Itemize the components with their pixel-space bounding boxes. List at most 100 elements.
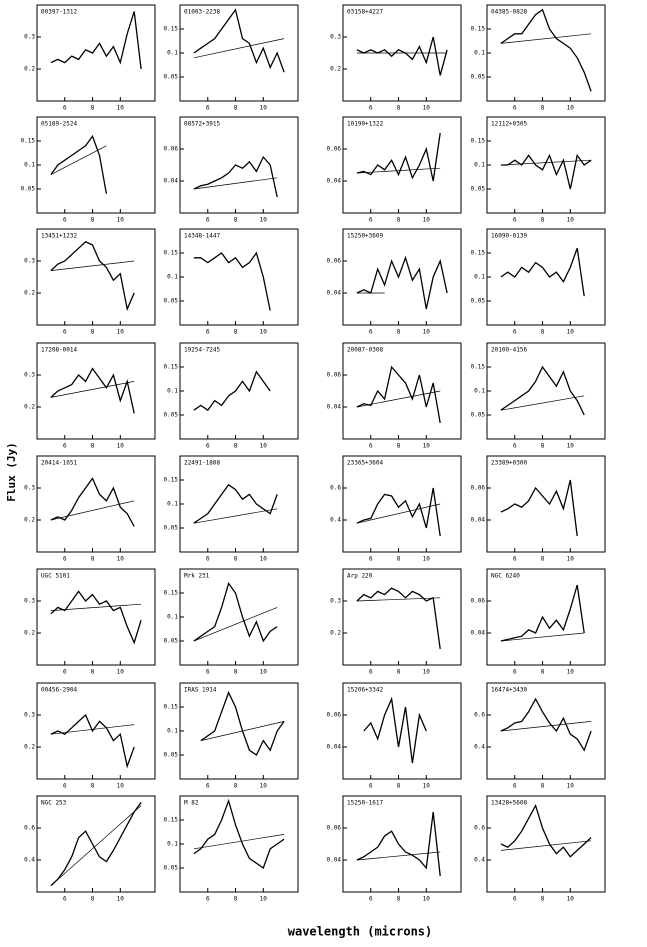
panel-title: UGC 5101 [41,573,70,580]
x-tick-label: 6 [206,329,210,336]
x-tick-label: 10 [567,443,575,450]
x-tick-label: 6 [206,896,210,903]
x-tick-label: 10 [117,896,125,903]
y-tick-label: 0.05 [164,525,179,532]
x-tick-label: 6 [63,556,67,563]
x-tick-label: 6 [206,556,210,563]
x-tick-label: 6 [513,783,517,790]
panel-frame [36,116,156,214]
panel-title: 13451+1232 [41,233,78,240]
panel-title: 15206+3342 [347,687,384,694]
panel-frame [342,682,462,780]
x-tick-label: 10 [117,556,125,563]
y-tick-label: 0.04 [327,744,342,751]
panel-title: 20087-0308 [347,347,384,354]
panel-frame [36,568,156,666]
x-tick-label: 8 [397,896,401,903]
y-tick-label: 0.3 [24,598,35,605]
x-tick-label: 6 [206,443,210,450]
y-tick-label: 0.6 [330,485,341,492]
continuum-line [50,381,135,398]
x-tick-label: 10 [423,443,431,450]
y-tick-label: 0.15 [471,138,486,145]
panel-title: 10190+1322 [347,121,384,128]
continuum-line [500,632,585,642]
continuum-line [356,167,441,174]
x-tick-label: 8 [541,556,545,563]
y-tick-label: 0.05 [471,298,486,305]
x-tick-label: 6 [206,217,210,224]
x-tick-label: 10 [567,217,575,224]
spectrum-line [356,811,441,877]
x-tick-label: 8 [397,783,401,790]
x-tick-label: 8 [397,443,401,450]
y-tick-label: 0.2 [330,66,341,73]
continuum-line [200,721,285,741]
y-tick-label: 0.06 [471,485,486,492]
panel-title: 20100-4156 [491,347,528,354]
spectrum-line [50,477,135,527]
y-tick-label: 0.15 [164,704,179,711]
x-tick-label: 10 [423,105,431,112]
x-tick-label: 10 [260,669,268,676]
continuum-line [50,260,135,271]
spectrum-line [193,251,271,311]
y-tick-label: 0.15 [164,250,179,257]
y-tick-label: 0.15 [164,364,179,371]
continuum-line [500,840,592,851]
panel-frame [486,228,606,326]
x-tick-label: 10 [567,896,575,903]
spectrum-line [193,581,278,643]
y-tick-label: 0.1 [167,614,178,621]
y-tick-label: 0.2 [24,630,35,637]
y-tick-label: 0.04 [327,857,342,864]
spectrum-line [50,713,135,769]
panel-title: IRAS 1914 [184,687,217,694]
x-tick-label: 10 [117,217,125,224]
y-tick-label: 0.2 [24,290,35,297]
continuum-line [50,603,142,611]
panel-title: 23365+3604 [347,460,384,467]
continuum-line [193,38,285,59]
x-tick-label: 8 [91,669,95,676]
y-tick-label: 0.3 [330,34,341,41]
y-tick-label: 0.15 [164,477,179,484]
x-tick-label: 8 [91,329,95,336]
y-tick-label: 0.3 [24,258,35,265]
x-tick-label: 6 [513,556,517,563]
x-tick-label: 8 [234,105,238,112]
x-tick-label: 8 [541,329,545,336]
continuum-line [356,597,441,602]
spectrum-line [500,803,592,858]
x-tick-label: 6 [63,443,67,450]
spectrum-line [356,255,448,310]
y-tick-label: 0.05 [471,186,486,193]
x-tick-label: 8 [541,669,545,676]
y-tick-label: 0.4 [24,857,35,864]
spectrum-line [356,365,441,424]
y-tick-label: 0.1 [167,728,178,735]
x-tick-label: 6 [369,896,373,903]
x-tick-label: 10 [260,329,268,336]
x-tick-label: 8 [91,105,95,112]
x-tick-label: 6 [369,217,373,224]
x-tick-label: 8 [234,896,238,903]
spectrum-line [193,483,278,524]
panel-frame [486,455,606,553]
spectrum-line [50,11,142,70]
spectrum-line [50,241,135,312]
x-tick-label: 10 [260,783,268,790]
y-tick-label: 0.6 [474,712,485,719]
y-tick-label: 0.05 [164,298,179,305]
y-tick-label: 0.05 [21,186,36,193]
y-tick-label: 0.15 [164,26,179,33]
y-tick-label: 0.3 [24,372,35,379]
x-tick-label: 6 [369,329,373,336]
panel-frame [36,455,156,553]
y-tick-label: 0.06 [471,598,486,605]
spectrum-line [50,590,142,645]
x-tick-label: 6 [206,669,210,676]
spectrum-line [500,365,585,416]
panel-frame [179,342,299,440]
x-tick-label: 6 [206,783,210,790]
